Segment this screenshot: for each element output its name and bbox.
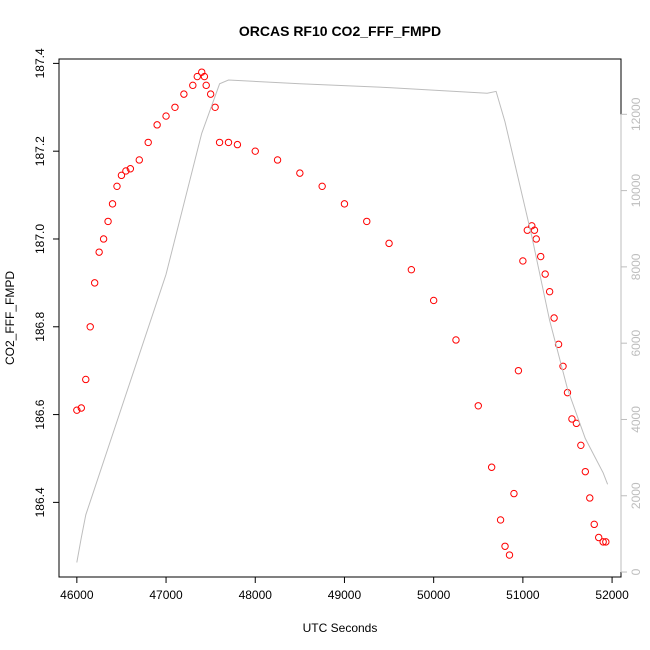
data-point bbox=[452, 336, 460, 344]
data-point bbox=[193, 72, 201, 81]
data-point bbox=[541, 270, 549, 278]
data-point bbox=[73, 406, 81, 414]
y-tick-label: 187.0 bbox=[33, 224, 47, 254]
data-point bbox=[545, 287, 554, 296]
chart-title: ORCAS RF10 CO2_FFF_FMPD bbox=[239, 23, 441, 39]
data-point bbox=[200, 72, 209, 81]
data-point bbox=[273, 156, 282, 164]
plot-frame bbox=[58, 58, 622, 578]
data-point bbox=[501, 542, 509, 550]
y-tick-label: 187.2 bbox=[33, 136, 47, 166]
data-point bbox=[117, 171, 126, 180]
y-tick-label: 186.6 bbox=[33, 399, 47, 429]
data-point bbox=[126, 165, 135, 173]
data-point bbox=[233, 140, 242, 149]
data-point bbox=[251, 147, 259, 155]
x-tick-label: 52000 bbox=[595, 588, 629, 602]
x-axis-label: UTC Seconds bbox=[303, 621, 378, 635]
data-point bbox=[340, 200, 349, 208]
data-point bbox=[162, 112, 170, 120]
x-tick-label: 49000 bbox=[328, 588, 362, 602]
data-point bbox=[510, 489, 518, 498]
y2-tick-label: 4000 bbox=[629, 406, 643, 433]
data-point bbox=[86, 323, 94, 331]
series-line bbox=[76, 79, 609, 563]
data-point bbox=[363, 217, 371, 226]
data-point bbox=[554, 340, 563, 349]
y2-tick-label: 8000 bbox=[629, 253, 643, 280]
data-point bbox=[224, 138, 233, 147]
y2-tick-label: 6000 bbox=[629, 330, 643, 357]
x-tick-label: 48000 bbox=[239, 588, 273, 602]
data-point bbox=[487, 463, 496, 471]
y2-tick-label: 2000 bbox=[629, 482, 643, 509]
data-point bbox=[496, 516, 505, 524]
data-point bbox=[135, 156, 143, 164]
data-point bbox=[215, 138, 224, 147]
data-point bbox=[153, 121, 161, 129]
data-point bbox=[95, 248, 103, 256]
y-axis-right: 0 2000 4000 6000 8000 10000 12000 bbox=[620, 97, 643, 575]
data-point bbox=[550, 314, 558, 322]
data-point bbox=[505, 551, 514, 559]
data-point bbox=[108, 200, 117, 208]
data-point bbox=[99, 235, 108, 243]
y-tick-label: 187.4 bbox=[33, 48, 47, 78]
data-point bbox=[122, 167, 130, 175]
data-point bbox=[590, 520, 598, 529]
data-point bbox=[577, 441, 585, 450]
data-point bbox=[599, 538, 607, 546]
series-layer bbox=[73, 68, 610, 563]
data-point bbox=[211, 103, 219, 111]
data-point bbox=[581, 467, 590, 476]
data-point bbox=[532, 235, 540, 243]
data-point bbox=[180, 90, 188, 98]
data-point bbox=[586, 494, 594, 502]
data-point bbox=[385, 239, 393, 248]
data-point bbox=[77, 404, 86, 412]
y-tick-label: 186.8 bbox=[33, 311, 47, 341]
data-point bbox=[429, 296, 438, 305]
y-axis-left: 186.4 186.6 186.8 187.0 187.2 187.4 bbox=[33, 48, 60, 517]
data-point bbox=[189, 81, 197, 90]
data-point bbox=[296, 169, 304, 177]
y-axis-label: CO2_FFF_FMPD bbox=[3, 271, 17, 365]
data-point bbox=[514, 366, 523, 375]
y2-tick-label: 10000 bbox=[629, 174, 643, 208]
data-point bbox=[144, 138, 152, 147]
x-tick-label: 50000 bbox=[417, 588, 451, 602]
x-axis: 46000 47000 48000 49000 50000 51000 52000 bbox=[60, 576, 629, 602]
x-tick-label: 47000 bbox=[149, 588, 183, 602]
data-point bbox=[602, 538, 610, 546]
data-point bbox=[202, 81, 210, 90]
data-point bbox=[104, 217, 112, 226]
y2-tick-label: 12000 bbox=[629, 97, 643, 131]
data-point bbox=[407, 266, 416, 274]
data-point bbox=[82, 375, 90, 384]
data-point bbox=[206, 90, 215, 98]
data-point bbox=[568, 415, 576, 423]
y2-tick-label: 0 bbox=[629, 568, 643, 575]
data-point bbox=[171, 103, 179, 111]
data-point bbox=[113, 182, 121, 191]
data-point bbox=[474, 402, 482, 410]
data-point bbox=[559, 362, 567, 370]
y-tick-label: 186.4 bbox=[33, 487, 47, 517]
data-point bbox=[530, 226, 539, 234]
data-point bbox=[90, 279, 99, 287]
data-point bbox=[318, 182, 326, 191]
data-point bbox=[537, 252, 545, 261]
x-tick-label: 46000 bbox=[60, 588, 94, 602]
data-point bbox=[594, 533, 603, 542]
x-tick-label: 51000 bbox=[506, 588, 540, 602]
data-point bbox=[519, 257, 527, 265]
